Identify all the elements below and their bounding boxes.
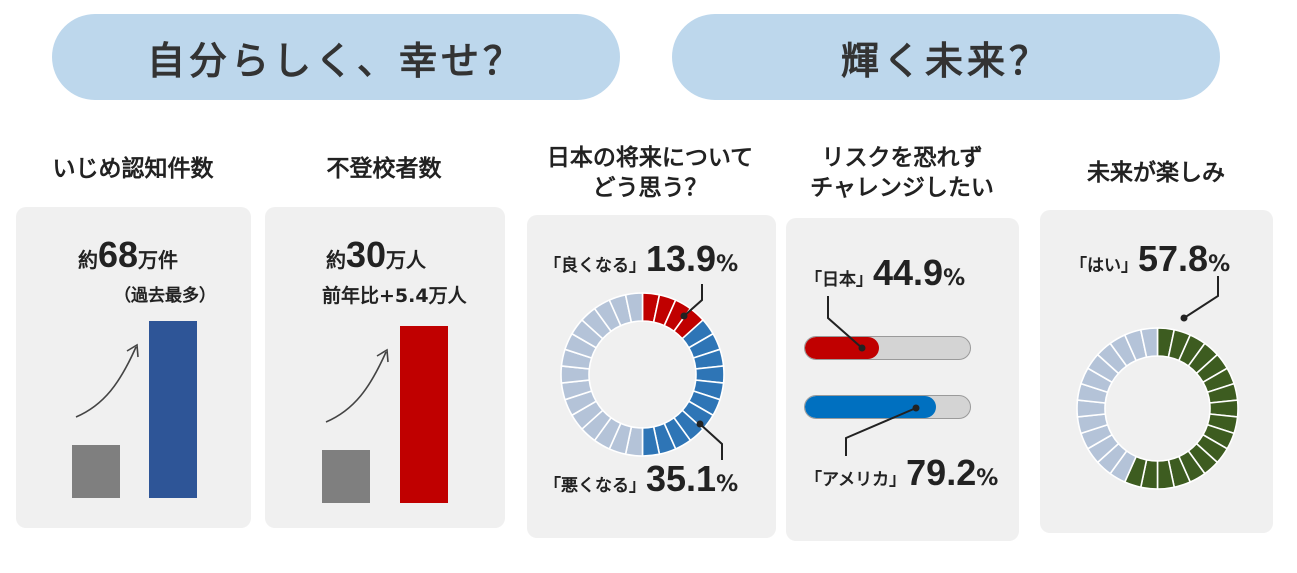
- growth-arrow-icon: [325, 348, 389, 423]
- fun-yes-value: 57.8: [1138, 238, 1209, 279]
- future-bad-value: 35.1: [646, 458, 717, 499]
- risk-usa-dot: [912, 404, 920, 412]
- fun-yes-dot: [1180, 314, 1188, 322]
- growth-arrow-icon: [75, 343, 139, 418]
- risk-japan-value: 44.9: [873, 252, 944, 293]
- truancy-unit: 万人: [386, 248, 427, 272]
- future-good-leader: [683, 284, 703, 317]
- future-donut-segment: [624, 292, 644, 324]
- risk-japan-text: 「日本」: [805, 270, 873, 290]
- header-left-label: 自分らしく、幸せ？: [146, 38, 525, 83]
- truancy-bar-before: [322, 450, 370, 503]
- truancy-bar-current: [400, 326, 448, 503]
- risk-usa-leader: [845, 407, 917, 456]
- bullying-unit: 万件: [138, 248, 179, 272]
- future-donut-chart: [560, 292, 725, 457]
- future-good-unit: %: [716, 252, 739, 277]
- risk-usa-text: 「アメリカ」: [805, 470, 907, 490]
- fun-yes-leader: [1183, 276, 1219, 319]
- future-bad-label: 「悪くなる」35.1%: [544, 458, 738, 500]
- risk-usa-label: 「アメリカ」79.2%: [805, 452, 998, 494]
- bullying-prefix: 約: [78, 248, 98, 272]
- bullying-note: （過去最多）: [114, 286, 216, 306]
- header-right-pill: 輝く未来？: [672, 14, 1220, 100]
- fun-yes-unit: %: [1208, 252, 1231, 277]
- header-right-label: 輝く未来？: [840, 38, 1051, 83]
- risk-title: リスクを恐れず チャレンジしたい: [786, 143, 1018, 203]
- future-title-line2: どう思う？: [592, 175, 708, 201]
- future-good-value: 13.9: [646, 238, 717, 279]
- fun-yes-text: 「はい」: [1070, 256, 1138, 276]
- risk-title-line2: チャレンジしたい: [810, 175, 994, 201]
- risk-japan-fill: [805, 337, 880, 359]
- bullying-card: [16, 207, 251, 528]
- risk-japan-track: [804, 336, 971, 360]
- risk-japan-dot: [858, 344, 866, 352]
- risk-card: [786, 218, 1019, 541]
- risk-title-line1: リスクを恐れず: [821, 145, 983, 171]
- bullying-title: いじめ認知件数: [52, 156, 214, 182]
- future-bad-dot: [696, 420, 704, 428]
- future-title: 日本の将来について どう思う？: [522, 143, 778, 203]
- bullying-bar-current: [149, 321, 197, 498]
- risk-japan-label: 「日本」44.9%: [805, 252, 965, 294]
- truancy-card: [265, 207, 505, 528]
- fun-yes-label: 「はい」57.8%: [1070, 238, 1230, 280]
- future-title-line1: 日本の将来について: [546, 145, 754, 171]
- risk-japan-unit: %: [943, 266, 966, 291]
- future-bad-leader: [699, 423, 723, 460]
- future-bad-unit: %: [716, 472, 739, 497]
- header-left-pill: 自分らしく、幸せ？: [52, 14, 620, 100]
- risk-usa-unit: %: [976, 466, 999, 491]
- truancy-number: 30: [346, 234, 387, 275]
- bullying-number: 68: [98, 234, 139, 275]
- truancy-stat: 約30万人: [326, 234, 426, 276]
- fun-title: 未来が楽しみ: [1087, 160, 1225, 186]
- future-good-label: 「良くなる」13.9%: [544, 238, 738, 280]
- truancy-prefix: 約: [326, 248, 346, 272]
- truancy-note: 前年比+5.4万人: [322, 285, 467, 307]
- future-bad-text: 「悪くなる」: [544, 476, 646, 496]
- risk-usa-value: 79.2: [906, 452, 977, 493]
- future-good-dot: [680, 312, 688, 320]
- fun-donut-chart: [1076, 327, 1239, 490]
- risk-japan-leader: [827, 296, 863, 349]
- fun-donut-segment: [1139, 327, 1159, 359]
- bullying-bar-before: [72, 445, 120, 498]
- bullying-stat: 約68万件: [78, 234, 178, 276]
- truancy-title: 不登校者数: [326, 156, 442, 182]
- future-good-text: 「良くなる」: [544, 256, 646, 276]
